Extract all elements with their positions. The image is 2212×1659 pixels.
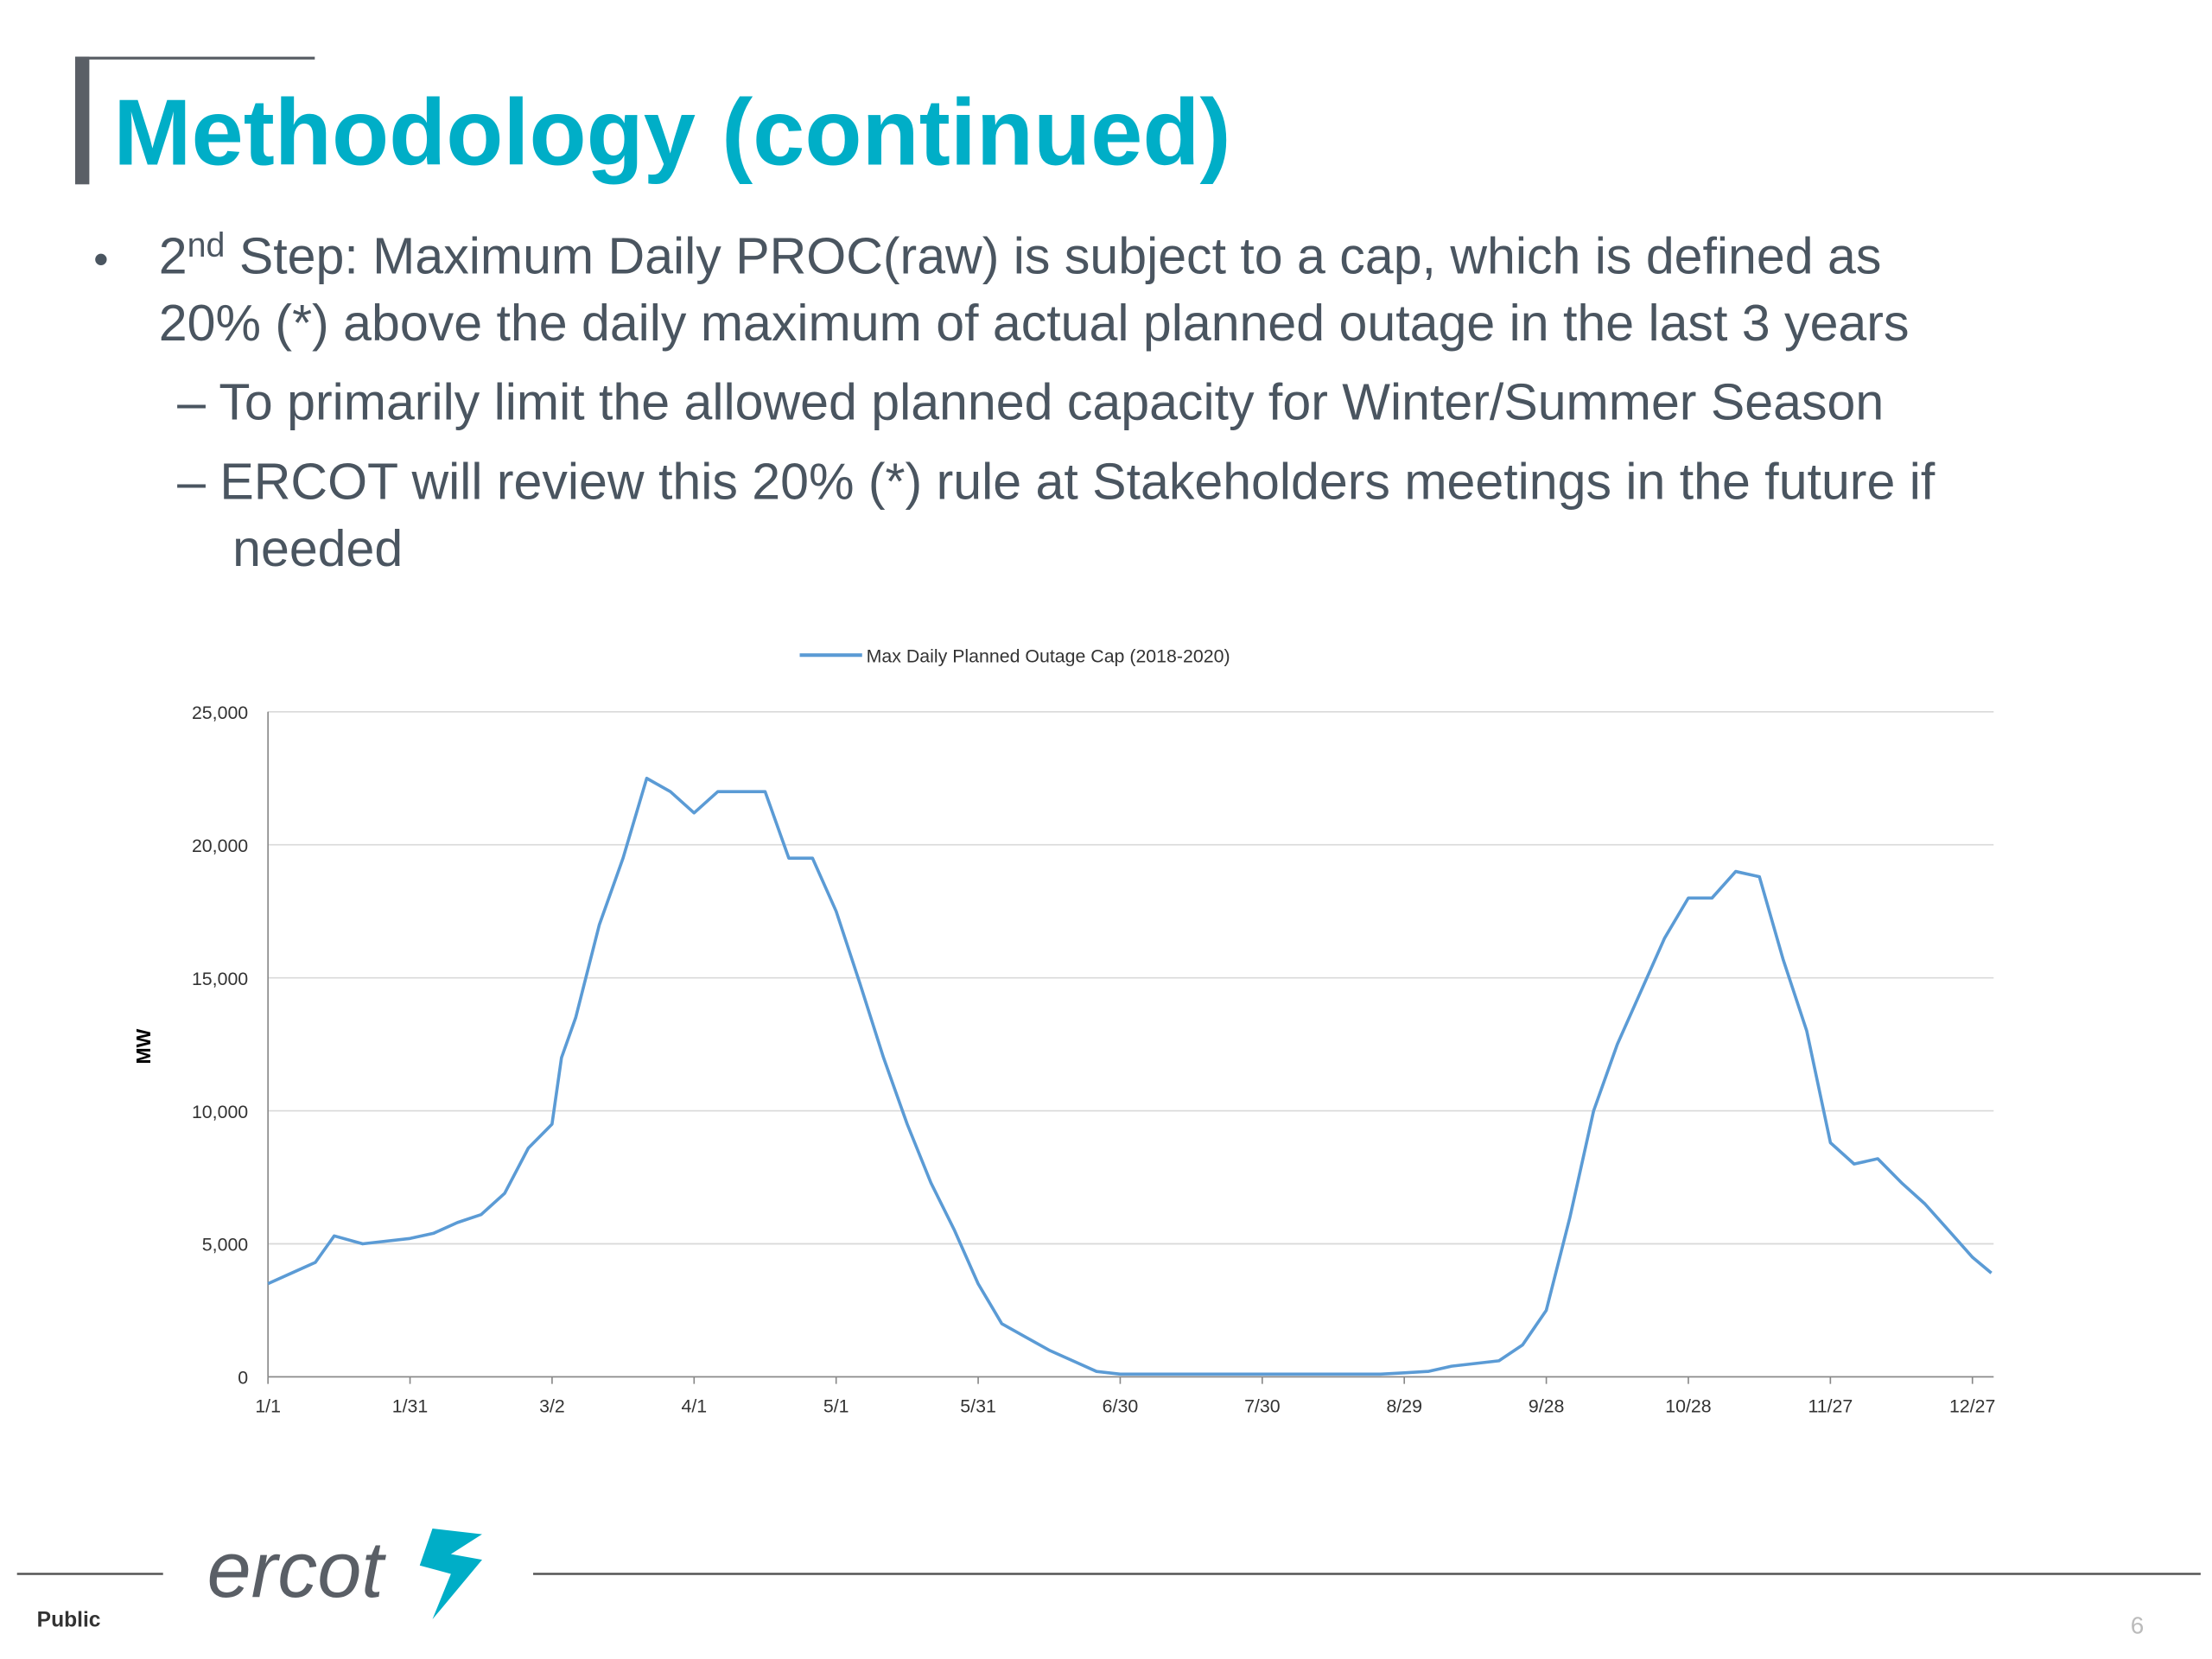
bullet-number: 2 xyxy=(159,228,188,285)
bullet-sup: nd xyxy=(188,226,226,264)
x-tick-label: 1/31 xyxy=(392,1395,429,1416)
x-tick-label: 5/1 xyxy=(823,1395,849,1416)
sub-bullet: – ERCOT will review this 20% (*) rule at… xyxy=(177,454,1936,511)
x-tick-label: 9/28 xyxy=(1529,1395,1565,1416)
bullet-line: Step: Maximum Daily PROC(raw) is subject… xyxy=(225,228,1881,285)
y-tick-label: 5,000 xyxy=(202,1235,249,1255)
title-bar xyxy=(74,56,90,185)
x-tick-label: 12/27 xyxy=(1949,1395,1995,1416)
sub-bullet: – To primarily limit the allowed planned… xyxy=(177,374,1884,431)
x-tick-label: 4/1 xyxy=(681,1395,707,1416)
y-tick-label: 25,000 xyxy=(192,702,248,723)
y-tick-label: 20,000 xyxy=(192,836,248,856)
x-tick-label: 11/27 xyxy=(1808,1395,1853,1416)
logo-text: ercot xyxy=(207,1526,387,1614)
x-tick-label: 8/29 xyxy=(1386,1395,1422,1416)
legend-label: Max Daily Planned Outage Cap (2018-2020) xyxy=(867,645,1230,666)
y-tick-label: 0 xyxy=(238,1368,248,1389)
x-tick-label: 6/30 xyxy=(1103,1395,1139,1416)
y-axis-label: MW xyxy=(132,1028,155,1064)
bullet-line: 20% (*) above the daily maximum of actua… xyxy=(159,295,1910,352)
x-tick-label: 7/30 xyxy=(1244,1395,1281,1416)
x-tick-label: 1/1 xyxy=(255,1395,281,1416)
sub-bullet: needed xyxy=(232,520,403,577)
x-tick-label: 10/28 xyxy=(1665,1395,1711,1416)
x-tick-label: 3/2 xyxy=(539,1395,565,1416)
page-number: 6 xyxy=(2131,1611,2145,1638)
classification: Public xyxy=(37,1608,101,1631)
bullet-text: 2nd Step: Maximum Daily PROC(raw) is sub… xyxy=(159,226,1882,285)
y-tick-label: 15,000 xyxy=(192,969,248,989)
x-tick-label: 5/31 xyxy=(960,1395,996,1416)
slide-title: Methodology (continued) xyxy=(113,79,1230,184)
logo-mark xyxy=(419,1529,482,1620)
data-line xyxy=(267,776,1993,1376)
y-tick-label: 10,000 xyxy=(192,1102,248,1122)
bullet-dot: • xyxy=(93,236,108,283)
